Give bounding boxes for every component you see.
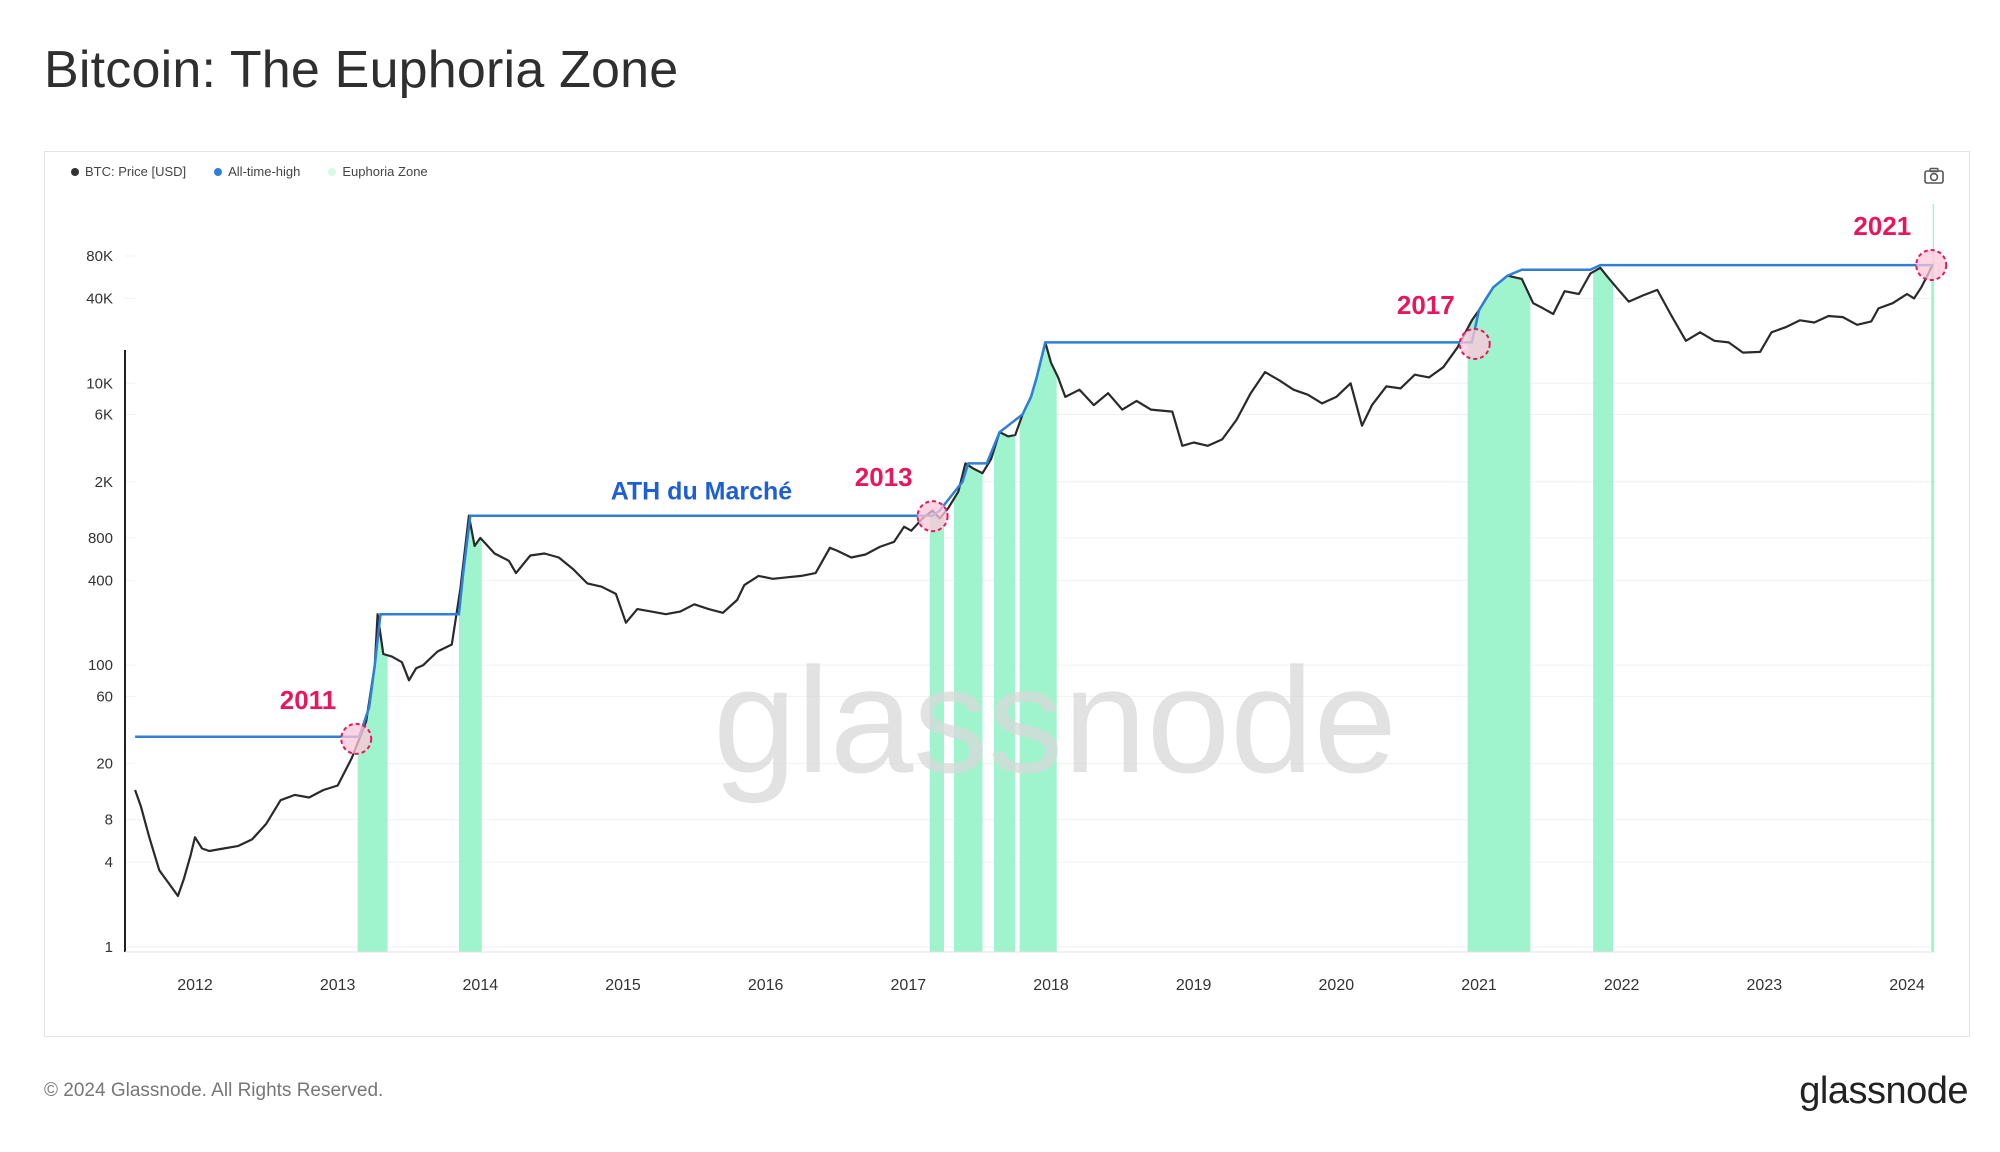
x-tick-label: 2020	[1319, 977, 1355, 994]
y-tick-label: 1	[105, 939, 113, 956]
x-tick-label: 2016	[748, 977, 784, 994]
x-tick-label: 2021	[1461, 977, 1497, 994]
annotation-label: 2011	[280, 685, 336, 715]
y-tick-label: 400	[88, 572, 113, 589]
x-tick-label: 2024	[1889, 977, 1925, 994]
annotation-circle	[340, 722, 373, 755]
chart-plot: glassnode 1 4 8 20 60 100 400 800 2K 6K 10K 40K 80K 20…	[86, 204, 1948, 994]
annotation-circle	[1458, 327, 1491, 360]
x-tick-label: 2013	[320, 977, 356, 994]
y-tick-label: 80K	[86, 248, 113, 265]
footer-logo: glassnode	[1799, 1070, 1968, 1112]
camera-icon[interactable]	[1923, 166, 1945, 186]
legend-dot-ath	[214, 167, 223, 176]
y-tick-label: 6K	[95, 407, 113, 424]
annotation-circle	[1915, 249, 1948, 282]
zone-mask	[135, 204, 1933, 897]
x-tick-label: 2015	[605, 977, 641, 994]
y-tick-label: 4	[105, 854, 113, 871]
y-tick-label: 2K	[95, 474, 113, 491]
x-tick-label: 2023	[1747, 977, 1783, 994]
annotation-label: 2017	[1397, 290, 1455, 320]
legend-dot-euphoria	[328, 167, 337, 176]
y-tick-label: 8	[105, 812, 113, 829]
y-tick-label: 20	[96, 756, 113, 773]
y-tick-label: 60	[96, 688, 113, 705]
annotation-label: 2013	[855, 462, 913, 492]
annotation-circle	[916, 500, 949, 533]
y-tick-label: 40K	[86, 290, 113, 307]
legend-label-ath: All-time-high	[228, 164, 301, 179]
annotation-label: 2021	[1853, 211, 1911, 241]
y-tick-label: 100	[88, 657, 113, 674]
legend: BTC: Price [USD] All-time-high Euphoria …	[71, 164, 428, 179]
euphoria-zone	[1593, 204, 1614, 952]
annotation-ath-label: ATH du Marché	[611, 478, 793, 506]
watermark: glassnode	[713, 636, 1397, 804]
x-tick-label: 2019	[1176, 977, 1212, 994]
x-tick-label: 2012	[177, 977, 213, 994]
legend-label-price: BTC: Price [USD]	[85, 164, 187, 179]
x-tick-label: 2018	[1033, 977, 1069, 994]
series-line-price	[134, 263, 1934, 898]
y-tick-label: 800	[88, 530, 113, 547]
chart-card: BTC: Price [USD] All-time-high Euphoria …	[44, 151, 1970, 1037]
legend-label-euphoria: Euphoria Zone	[342, 164, 428, 179]
x-tick-label: 2017	[891, 977, 927, 994]
page-title: Bitcoin: The Euphoria Zone	[44, 41, 679, 99]
y-tick-label: 10K	[86, 375, 113, 392]
series-line-ath	[135, 263, 1933, 739]
legend-item-euphoria[interactable]: Euphoria Zone	[328, 164, 428, 179]
x-tick-label: 2014	[463, 977, 499, 994]
legend-dot-price	[71, 167, 79, 176]
legend-item-price[interactable]: BTC: Price [USD]	[71, 164, 186, 179]
legend-item-ath[interactable]: All-time-high	[214, 164, 300, 179]
euphoria-zone	[1931, 204, 1935, 952]
x-tick-label: 2022	[1604, 977, 1640, 994]
footer-copyright: © 2024 Glassnode. All Rights Reserved.	[44, 1080, 384, 1101]
